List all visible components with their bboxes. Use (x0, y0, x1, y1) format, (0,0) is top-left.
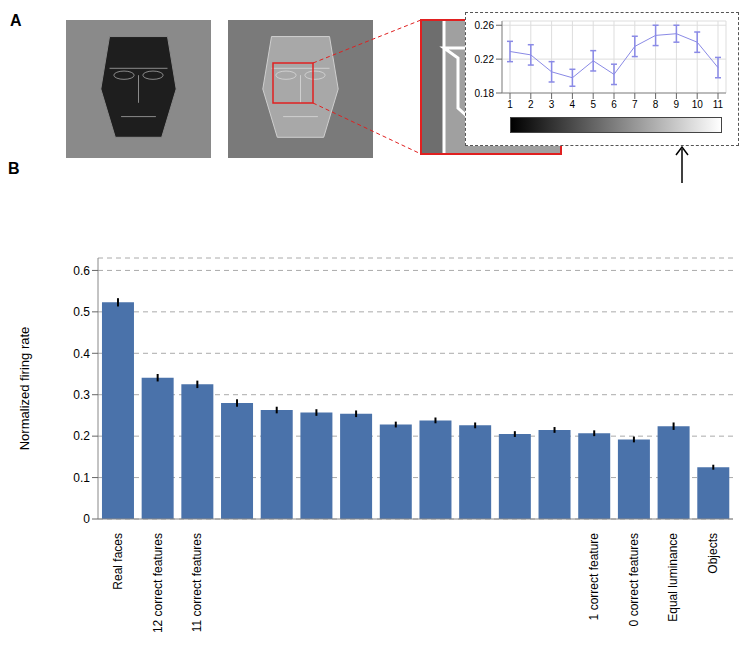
html-text:B: B (8, 160, 20, 177)
svg-text:12 correct features: 12 correct features (151, 533, 165, 633)
svg-text:Equal luminance: Equal luminance (666, 533, 680, 622)
svg-text:A: A (10, 12, 22, 29)
svg-text:Normalized firing rate: Normalized firing rate (17, 327, 32, 451)
svg-text:2: 2 (528, 99, 534, 110)
svg-text:11 correct features: 11 correct features (190, 533, 204, 632)
svg-text:0.4: 0.4 (73, 347, 90, 361)
svg-text:4: 4 (570, 99, 576, 110)
svg-text:0.6: 0.6 (73, 264, 90, 278)
svg-text:1 correct feature: 1 correct feature (587, 533, 601, 621)
svg-text:0.22: 0.22 (475, 54, 495, 65)
svg-text:0.18: 0.18 (475, 88, 495, 99)
svg-text:6: 6 (611, 99, 617, 110)
svg-text:0.5: 0.5 (73, 305, 90, 319)
svg-text:7: 7 (632, 99, 638, 110)
svg-text:0.2: 0.2 (73, 429, 90, 443)
svg-text:0: 0 (83, 512, 90, 526)
svg-text:3: 3 (549, 99, 555, 110)
svg-text:0 correct features: 0 correct features (627, 533, 641, 626)
svg-text:1: 1 (507, 99, 513, 110)
svg-text:5: 5 (590, 99, 596, 110)
svg-text:8: 8 (653, 99, 659, 110)
svg-text:10: 10 (692, 99, 704, 110)
svg-text:0.3: 0.3 (73, 388, 90, 402)
svg-text:11: 11 (713, 99, 724, 110)
svg-text:0.1: 0.1 (73, 471, 90, 485)
svg-text:Real faces: Real faces (111, 533, 125, 590)
svg-text:Objects: Objects (706, 533, 720, 574)
svg-text:9: 9 (674, 99, 680, 110)
svg-text:0.26: 0.26 (475, 20, 495, 31)
